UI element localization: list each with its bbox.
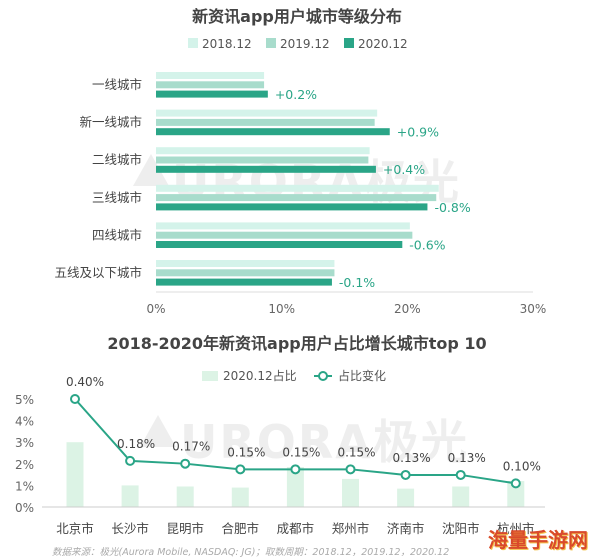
change-annotation: +0.9% [397, 125, 439, 140]
x-tick-label: 30% [520, 302, 547, 316]
chart2-svg: 2020.12占比 占比变化 0% 1% 2% 3% 4% 5% 0.40% 0.18% 0.17%… [15, 368, 545, 536]
legend-label-2018.12: 2018.12 [202, 37, 252, 51]
city-label: 长沙市 [111, 521, 149, 536]
legend-swatch-2019.12 [266, 38, 276, 48]
change-point [180, 458, 191, 469]
bar-2020.12 [156, 128, 390, 136]
bar-2018.12 [156, 222, 410, 230]
bar-2019.12 [156, 81, 265, 89]
legend-swatch-bar [202, 371, 218, 381]
bar-2020.12 [156, 203, 428, 211]
legend-swatch-2018.12 [188, 38, 198, 48]
bar-2020-share [342, 478, 359, 507]
city-label: 北京市 [56, 521, 94, 536]
y-tick-label: 5% [15, 393, 34, 407]
legend-label-bar: 2020.12占比 [223, 368, 297, 383]
change-annotation: +0.4% [383, 162, 425, 177]
bar-2020.12 [156, 165, 376, 173]
bar-2018.12 [156, 260, 335, 267]
bar-2020-share [231, 487, 249, 507]
city-label: 沈阳市 [442, 521, 480, 536]
change-data-label: 0.13% [448, 451, 486, 465]
bar-2018.12 [156, 72, 265, 79]
category-label: 三线城市 [92, 190, 142, 205]
legend-label-2020.12: 2020.12 [358, 37, 408, 51]
legend-marker [318, 371, 328, 381]
legend-label-line: 占比变化 [338, 368, 386, 383]
city-label: 郑州市 [332, 521, 370, 536]
bar-2020.12 [156, 90, 268, 98]
legend-label-2019.12: 2019.12 [280, 37, 330, 51]
city-label: 昆明市 [166, 521, 204, 536]
source-note: 数据来源：极光(Aurora Mobile, NASDAQ: JG)；取数周期：… [52, 547, 450, 558]
bar-2019.12 [156, 231, 413, 239]
x-tick-label: 10% [268, 302, 295, 316]
change-point [510, 478, 521, 489]
bar-2019.12 [156, 194, 437, 202]
change-data-label: 0.13% [393, 451, 431, 465]
change-data-label: 0.17% [172, 440, 210, 454]
change-data-label: 0.40% [66, 375, 104, 389]
x-tick-label: 20% [394, 302, 421, 316]
city-label: 杭州市 [497, 521, 535, 536]
change-data-label: 0.15% [227, 445, 265, 459]
corner-brand: 海量手游网 [488, 528, 588, 552]
change-data-label: 0.15% [282, 445, 320, 459]
watermark-2: URORA极光 [180, 415, 469, 469]
bar-2018.12 [156, 109, 378, 117]
change-point [290, 464, 301, 475]
category-label: 四线城市 [92, 227, 142, 242]
bar-2020-share [507, 481, 525, 507]
bar-2019.12 [156, 118, 375, 126]
bar-2020-share [66, 442, 84, 507]
bar-2019.12 [156, 156, 369, 164]
city-label: 合肥市 [222, 521, 260, 536]
x-tick-label: 0% [146, 302, 165, 316]
change-data-label: 0.18% [117, 437, 155, 451]
change-point [125, 455, 136, 466]
y-tick-label: 3% [15, 436, 34, 450]
change-point [345, 464, 356, 475]
change-point [455, 469, 466, 480]
chart1-title: 新资讯app用户城市等级分布 [192, 7, 402, 26]
bar-2020-share [452, 486, 470, 507]
change-point [400, 469, 411, 480]
change-data-label: 0.15% [337, 445, 375, 459]
bar-2018.12 [156, 147, 370, 155]
bar-2020.12 [156, 241, 403, 248]
change-annotation: +0.2% [275, 87, 317, 102]
category-label: 新一线城市 [79, 115, 142, 130]
change-annotation: -0.8% [434, 200, 470, 215]
change-data-label: 0.10% [503, 459, 541, 473]
category-label: 一线城市 [92, 77, 142, 92]
chart1-svg: 2018.12 2019.12 2020.12 一线城市 +0.2% 新一线城市 +0.9%… [54, 37, 547, 316]
bar-2018.12 [156, 184, 439, 192]
category-label: 二线城市 [92, 152, 142, 167]
bar-2020-share [176, 486, 194, 507]
change-annotation: -0.6% [409, 237, 445, 252]
chart2-title: 2018-2020年新资讯app用户占比增长城市top 10 [107, 334, 487, 353]
bar-2020.12 [156, 278, 332, 286]
y-tick-label: 4% [15, 415, 34, 429]
y-tick-label: 0% [15, 501, 34, 515]
watermark-logo-icon-2 [140, 415, 176, 447]
change-point [70, 394, 80, 404]
y-tick-label: 2% [15, 458, 34, 472]
change-point [235, 464, 246, 475]
bar-2020-share [121, 485, 139, 507]
change-annotation: -0.1% [339, 275, 375, 290]
city-label: 济南市 [387, 521, 425, 536]
y-tick-label: 1% [15, 479, 34, 493]
legend-swatch-2020.12 [344, 38, 354, 48]
bar-2019.12 [156, 269, 335, 277]
bar-2020-share [397, 488, 415, 507]
city-label: 成都市 [277, 521, 315, 536]
bar-2020-share [286, 467, 304, 507]
category-label: 五线及以下城市 [54, 265, 142, 280]
